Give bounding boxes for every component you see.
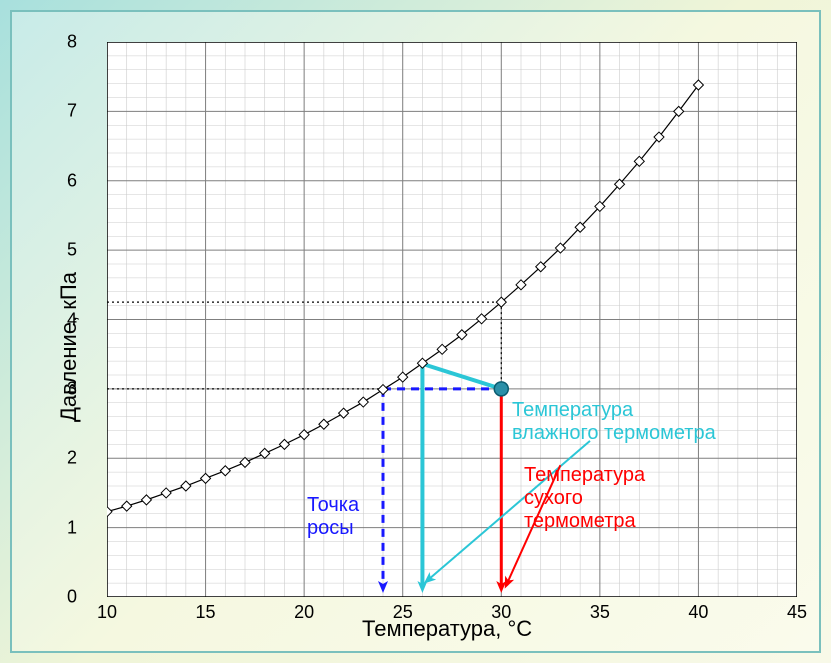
y-tick-label: 0 <box>67 587 77 608</box>
x-tick-label: 45 <box>787 602 807 623</box>
chart-svg <box>107 42 797 597</box>
y-tick-label: 7 <box>67 101 77 122</box>
y-tick-label: 5 <box>67 240 77 261</box>
y-tick-label: 4 <box>67 309 77 330</box>
chart-frame: Давление, кПа Температура, °C 012345678 … <box>10 10 821 653</box>
annotation-dew-point: Точка росы <box>307 494 359 540</box>
y-axis-label: Давление, кПа <box>56 272 82 422</box>
y-tick-label: 2 <box>67 448 77 469</box>
y-tick-label: 8 <box>67 32 77 53</box>
x-tick-label: 20 <box>294 602 314 623</box>
x-tick-label: 10 <box>97 602 117 623</box>
x-tick-label: 35 <box>590 602 610 623</box>
x-tick-label: 40 <box>688 602 708 623</box>
y-tick-label: 3 <box>67 378 77 399</box>
y-tick-label: 6 <box>67 170 77 191</box>
x-tick-label: 15 <box>196 602 216 623</box>
annotation-wet-bulb: Температура влажного термометра <box>512 399 716 445</box>
x-tick-label: 25 <box>393 602 413 623</box>
annotation-dry-bulb: Температура сухого термометра <box>524 464 645 533</box>
plot-area <box>107 42 797 597</box>
y-tick-label: 1 <box>67 517 77 538</box>
x-tick-label: 30 <box>491 602 511 623</box>
